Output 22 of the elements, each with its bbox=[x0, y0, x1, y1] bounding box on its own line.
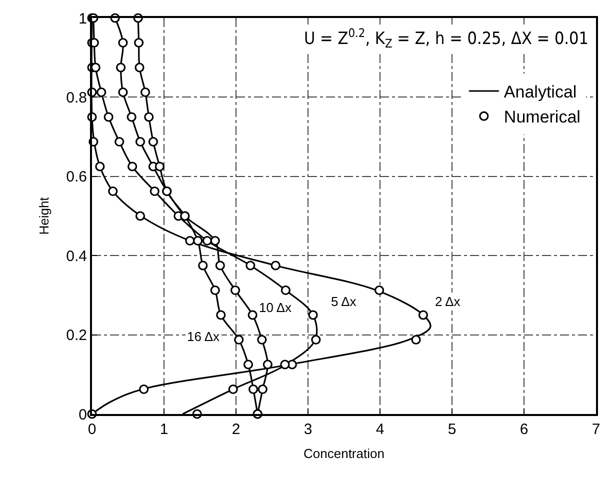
y-tick-label: 1 bbox=[78, 10, 87, 28]
x-tick-label: 2 bbox=[232, 421, 240, 438]
annotation: 16 Δx bbox=[187, 329, 220, 344]
x-tick-label: 6 bbox=[520, 421, 528, 438]
x-tick-label: 7 bbox=[592, 421, 600, 438]
annotation: 10 Δx bbox=[259, 300, 292, 315]
y-tick-label: 0 bbox=[78, 406, 87, 424]
x-tick-label: 1 bbox=[160, 421, 168, 438]
legend-label: Numerical bbox=[504, 108, 580, 127]
y-axis-title: Height bbox=[36, 196, 52, 235]
annotation: 5 Δx bbox=[331, 294, 357, 309]
y-tick-label: 0.4 bbox=[66, 248, 87, 265]
y-tick-label: 0.6 bbox=[66, 168, 87, 186]
y-tick-label: 0.2 bbox=[66, 327, 87, 344]
annotation: U = Z$^{0.2}$, K$_{Z}$ = Z, h = 0.25, ΔX = 0.01 bbox=[304, 26, 588, 51]
y-tick-label: 0.8 bbox=[66, 89, 87, 106]
x-tick-label: 3 bbox=[304, 421, 312, 438]
annotation: 2 Δx bbox=[435, 294, 461, 309]
x-tick-label: 4 bbox=[376, 421, 384, 438]
x-tick-label: 5 bbox=[448, 421, 456, 438]
x-axis-title: Concentration bbox=[304, 446, 384, 462]
legend-label: Analytical bbox=[504, 82, 577, 102]
